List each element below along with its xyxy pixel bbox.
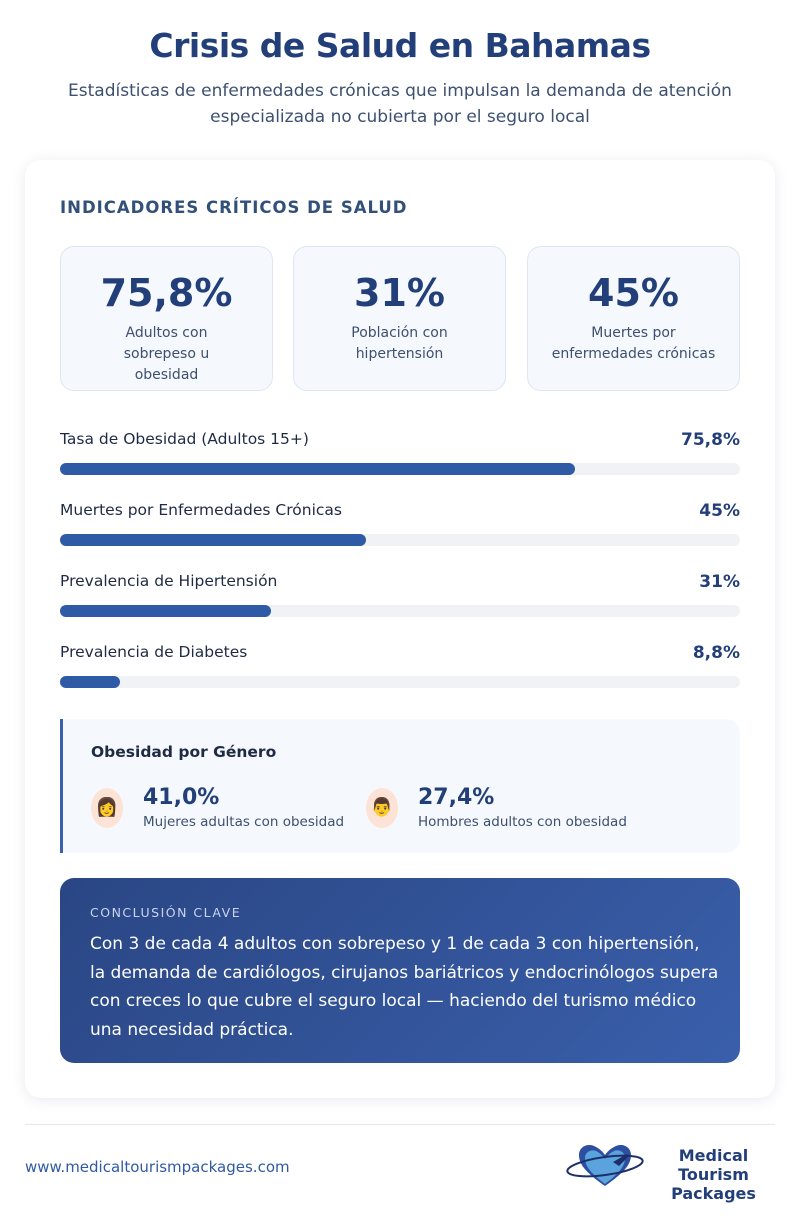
stat-card: 45% Muertes por enfermedades crónicas <box>527 246 740 391</box>
gender-panel: Obesidad por Género 👩 41,0% Mujeres adulta… <box>60 719 740 853</box>
stat-value: 31% <box>354 271 445 315</box>
progress-bar-chronic-deaths: Muertes por Enfermedades Crónicas 45% <box>60 501 740 546</box>
bar-track <box>60 463 740 475</box>
gender-value: 27,4% <box>418 785 495 810</box>
stat-card: 75,8% Adultos con sobrepeso u obesidad <box>60 246 273 391</box>
conclusion-box: CONCLUSIÓN CLAVE Con 3 de cada 4 adultos… <box>60 878 740 1063</box>
woman-icon: 👩 <box>91 788 123 828</box>
section-title: INDICADORES CRÍTICOS DE SALUD <box>60 198 408 217</box>
website-link[interactable]: www.medicaltourismpackages.com <box>25 1158 290 1176</box>
bar-label: Prevalencia de Diabetes <box>60 643 248 661</box>
conclusion-text: Con 3 de cada 4 adultos con sobrepeso y … <box>90 934 719 1040</box>
bar-value: 75,8% <box>681 430 740 450</box>
heart-plane-icon <box>566 1145 644 1186</box>
stat-label: Población con hipertensión <box>351 325 448 362</box>
bar-fill <box>60 534 366 546</box>
progress-bar-obesity: Tasa de Obesidad (Adultos 15+) 75,8% <box>60 430 740 475</box>
bar-fill <box>60 605 271 617</box>
bar-value: 45% <box>699 501 740 521</box>
logo: Medical Tourism Packages <box>565 1140 780 1203</box>
logo-text: Medical Tourism Packages <box>647 1146 780 1203</box>
bar-fill <box>60 676 120 688</box>
health-card: INDICADORES CRÍTICOS DE SALUD 75,8% Adult… <box>25 160 775 1098</box>
stat-value: 45% <box>588 271 679 315</box>
conclusion-kicker: CONCLUSIÓN CLAVE <box>90 905 242 920</box>
bar-label: Muertes por Enfermedades Crónicas <box>60 501 342 519</box>
stat-label: Adultos con sobrepeso u obesidad <box>123 325 210 383</box>
bar-track <box>60 534 740 546</box>
bar-label: Tasa de Obesidad (Adultos 15+) <box>60 430 309 448</box>
man-icon: 👨 <box>366 788 398 828</box>
bar-track <box>60 676 740 688</box>
gender-value: 41,0% <box>143 785 220 810</box>
bar-value: 8,8% <box>692 643 740 663</box>
gender-title: Obesidad por Género <box>91 743 277 761</box>
progress-bar-diabetes: Prevalencia de Diabetes 8,8% <box>60 643 740 688</box>
footer-divider <box>25 1124 775 1125</box>
progress-bar-hypertension: Prevalencia de Hipertensión 31% <box>60 572 740 617</box>
bar-label: Prevalencia de Hipertensión <box>60 572 278 590</box>
bar-fill <box>60 463 576 475</box>
page-subtitle: Estadísticas de enfermedades crónicas qu… <box>68 81 732 127</box>
stat-card: 31% Población con hipertensión <box>293 246 506 391</box>
logo-line1: Medical Tourism <box>678 1146 749 1184</box>
gender-label: Mujeres adultas con obesidad <box>143 814 345 830</box>
bar-track <box>60 605 740 617</box>
stat-value: 75,8% <box>100 271 233 315</box>
logo-line2: Packages <box>671 1184 756 1203</box>
page-title: Crisis de Salud en Bahamas <box>149 26 651 65</box>
gender-label: Hombres adultos con obesidad <box>418 814 627 830</box>
bar-value: 31% <box>699 572 740 592</box>
stat-label: Muertes por enfermedades crónicas <box>551 325 716 362</box>
